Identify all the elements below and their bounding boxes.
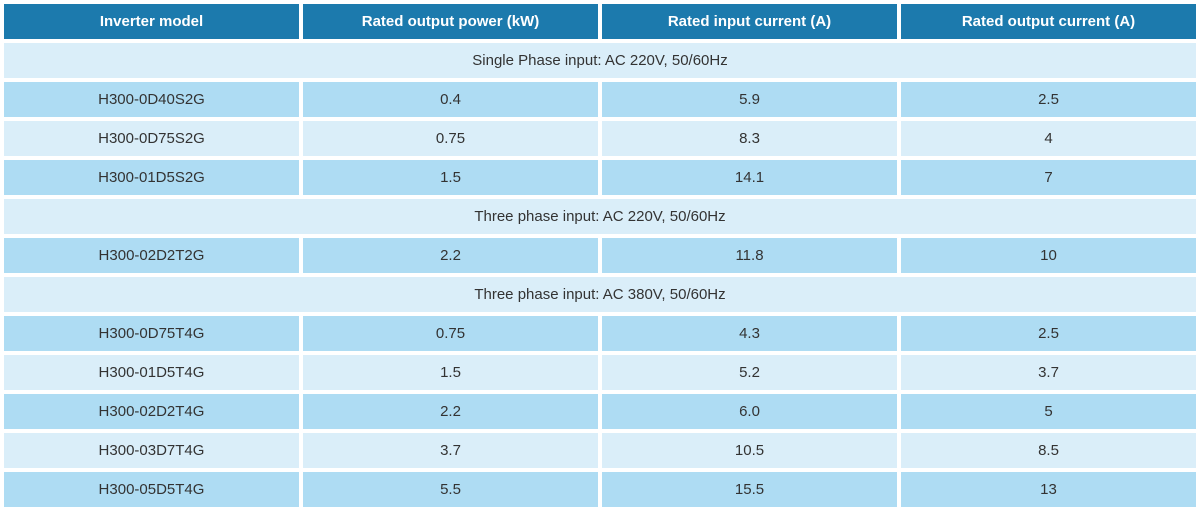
table-row: H300-0D75T4G 0.75 4.3 2.5	[4, 316, 1196, 351]
section-row: Single Phase input: AC 220V, 50/60Hz	[4, 43, 1196, 78]
table-row: H300-0D75S2G 0.75 8.3 4	[4, 121, 1196, 156]
cell-output-current: 5	[901, 394, 1196, 429]
cell-output-power: 0.75	[303, 316, 598, 351]
cell-output-power: 5.5	[303, 472, 598, 507]
section-row: Three phase input: AC 380V, 50/60Hz	[4, 277, 1196, 312]
header-row: Inverter model Rated output power (kW) R…	[4, 4, 1196, 39]
cell-input-current: 4.3	[602, 316, 897, 351]
col-header-rated-output-power: Rated output power (kW)	[303, 4, 598, 39]
cell-output-power: 1.5	[303, 160, 598, 195]
cell-output-power: 0.75	[303, 121, 598, 156]
cell-output-current: 2.5	[901, 82, 1196, 117]
cell-output-power: 3.7	[303, 433, 598, 468]
cell-input-current: 8.3	[602, 121, 897, 156]
table-row: H300-05D5T4G 5.5 15.5 13	[4, 472, 1196, 507]
section-title-single-phase-220v: Single Phase input: AC 220V, 50/60Hz	[4, 43, 1196, 78]
cell-model: H300-0D75T4G	[4, 316, 299, 351]
cell-input-current: 14.1	[602, 160, 897, 195]
table-row: H300-01D5T4G 1.5 5.2 3.7	[4, 355, 1196, 390]
col-header-inverter-model: Inverter model	[4, 4, 299, 39]
cell-input-current: 5.2	[602, 355, 897, 390]
table-row: H300-03D7T4G 3.7 10.5 8.5	[4, 433, 1196, 468]
table-row: H300-0D40S2G 0.4 5.9 2.5	[4, 82, 1196, 117]
cell-model: H300-03D7T4G	[4, 433, 299, 468]
cell-input-current: 10.5	[602, 433, 897, 468]
cell-model: H300-01D5S2G	[4, 160, 299, 195]
cell-model: H300-0D40S2G	[4, 82, 299, 117]
cell-output-power: 1.5	[303, 355, 598, 390]
section-row: Three phase input: AC 220V, 50/60Hz	[4, 199, 1196, 234]
col-header-rated-output-current: Rated output current (A)	[901, 4, 1196, 39]
cell-output-current: 13	[901, 472, 1196, 507]
table-row: H300-02D2T4G 2.2 6.0 5	[4, 394, 1196, 429]
table-row: H300-01D5S2G 1.5 14.1 7	[4, 160, 1196, 195]
cell-output-power: 2.2	[303, 394, 598, 429]
cell-model: H300-05D5T4G	[4, 472, 299, 507]
cell-output-current: 2.5	[901, 316, 1196, 351]
cell-output-current: 7	[901, 160, 1196, 195]
col-header-rated-input-current: Rated input current (A)	[602, 4, 897, 39]
cell-output-current: 10	[901, 238, 1196, 273]
cell-output-current: 8.5	[901, 433, 1196, 468]
cell-model: H300-02D2T2G	[4, 238, 299, 273]
section-title-three-phase-380v: Three phase input: AC 380V, 50/60Hz	[4, 277, 1196, 312]
cell-output-power: 2.2	[303, 238, 598, 273]
cell-model: H300-0D75S2G	[4, 121, 299, 156]
cell-input-current: 5.9	[602, 82, 897, 117]
section-title-three-phase-220v: Three phase input: AC 220V, 50/60Hz	[4, 199, 1196, 234]
cell-model: H300-02D2T4G	[4, 394, 299, 429]
cell-input-current: 6.0	[602, 394, 897, 429]
table-row: H300-02D2T2G 2.2 11.8 10	[4, 238, 1196, 273]
cell-output-current: 3.7	[901, 355, 1196, 390]
cell-model: H300-01D5T4G	[4, 355, 299, 390]
cell-input-current: 11.8	[602, 238, 897, 273]
cell-output-current: 4	[901, 121, 1196, 156]
cell-input-current: 15.5	[602, 472, 897, 507]
cell-output-power: 0.4	[303, 82, 598, 117]
